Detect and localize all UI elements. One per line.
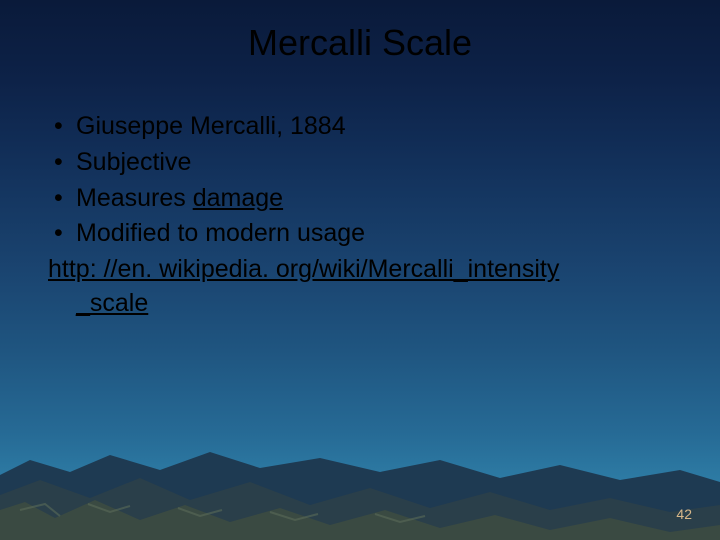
bullet-item: • Subjective (48, 146, 672, 180)
slide-title: Mercalli Scale (0, 22, 720, 64)
bullet-text: Modified to modern usage (76, 217, 672, 251)
bullet-item: • Modified to modern usage (48, 217, 672, 251)
page-number: 42 (676, 506, 692, 522)
bullet-prefix: Modified to modern usage (76, 219, 365, 247)
bullet-dot-icon: • (48, 217, 76, 251)
bullet-text: Measures damage (76, 182, 672, 216)
bullet-prefix: Measures (76, 184, 193, 212)
slide: Mercalli Scale • Giuseppe Mercalli, 1884… (0, 0, 720, 540)
bullet-text: Subjective (76, 146, 672, 180)
link-line[interactable]: http: //en. wikipedia. org/wiki/Mercalli… (48, 253, 672, 287)
mountain-graphic (0, 360, 720, 540)
bullet-underlined: damage (193, 184, 283, 212)
link-text-cont[interactable]: _scale (76, 289, 148, 317)
bullet-prefix: Giuseppe Mercalli, 1884 (76, 112, 346, 140)
bullet-prefix: Subjective (76, 148, 191, 176)
bullet-text: Giuseppe Mercalli, 1884 (76, 110, 672, 144)
slide-body: • Giuseppe Mercalli, 1884 • Subjective •… (48, 110, 672, 321)
link-text[interactable]: http: //en. wikipedia. org/wiki/Mercalli… (48, 255, 559, 283)
bullet-dot-icon: • (48, 110, 76, 144)
bullet-item: • Giuseppe Mercalli, 1884 (48, 110, 672, 144)
link-line-cont[interactable]: _scale (48, 287, 672, 321)
bullet-item: • Measures damage (48, 182, 672, 216)
bullet-dot-icon: • (48, 182, 76, 216)
bullet-dot-icon: • (48, 146, 76, 180)
